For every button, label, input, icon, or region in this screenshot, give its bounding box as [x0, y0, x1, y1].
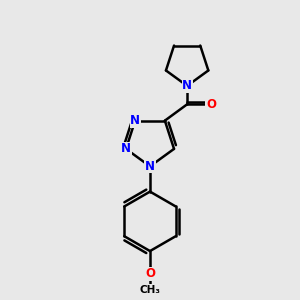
Text: O: O	[145, 267, 155, 280]
Text: CH₃: CH₃	[140, 285, 160, 295]
Text: O: O	[206, 98, 216, 111]
Text: N: N	[182, 80, 192, 92]
Text: N: N	[145, 160, 155, 173]
Text: N: N	[130, 114, 140, 127]
Text: N: N	[121, 142, 131, 155]
